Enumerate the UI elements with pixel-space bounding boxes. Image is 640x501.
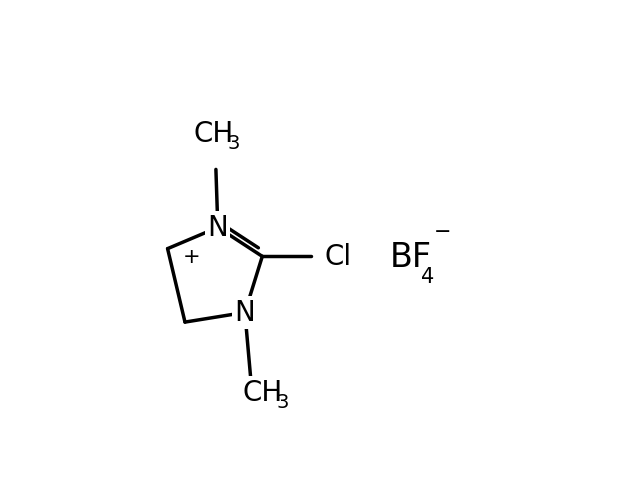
Text: 3: 3 [228,134,240,152]
Text: CH: CH [242,378,282,406]
Text: 3: 3 [276,392,289,411]
Text: BF: BF [390,240,432,274]
Text: Cl: Cl [324,243,351,271]
Text: CH: CH [194,119,234,147]
Text: 4: 4 [420,267,434,287]
Text: N: N [234,299,255,327]
Text: N: N [207,214,228,242]
Text: +: + [183,247,201,267]
Text: −: − [435,221,452,241]
